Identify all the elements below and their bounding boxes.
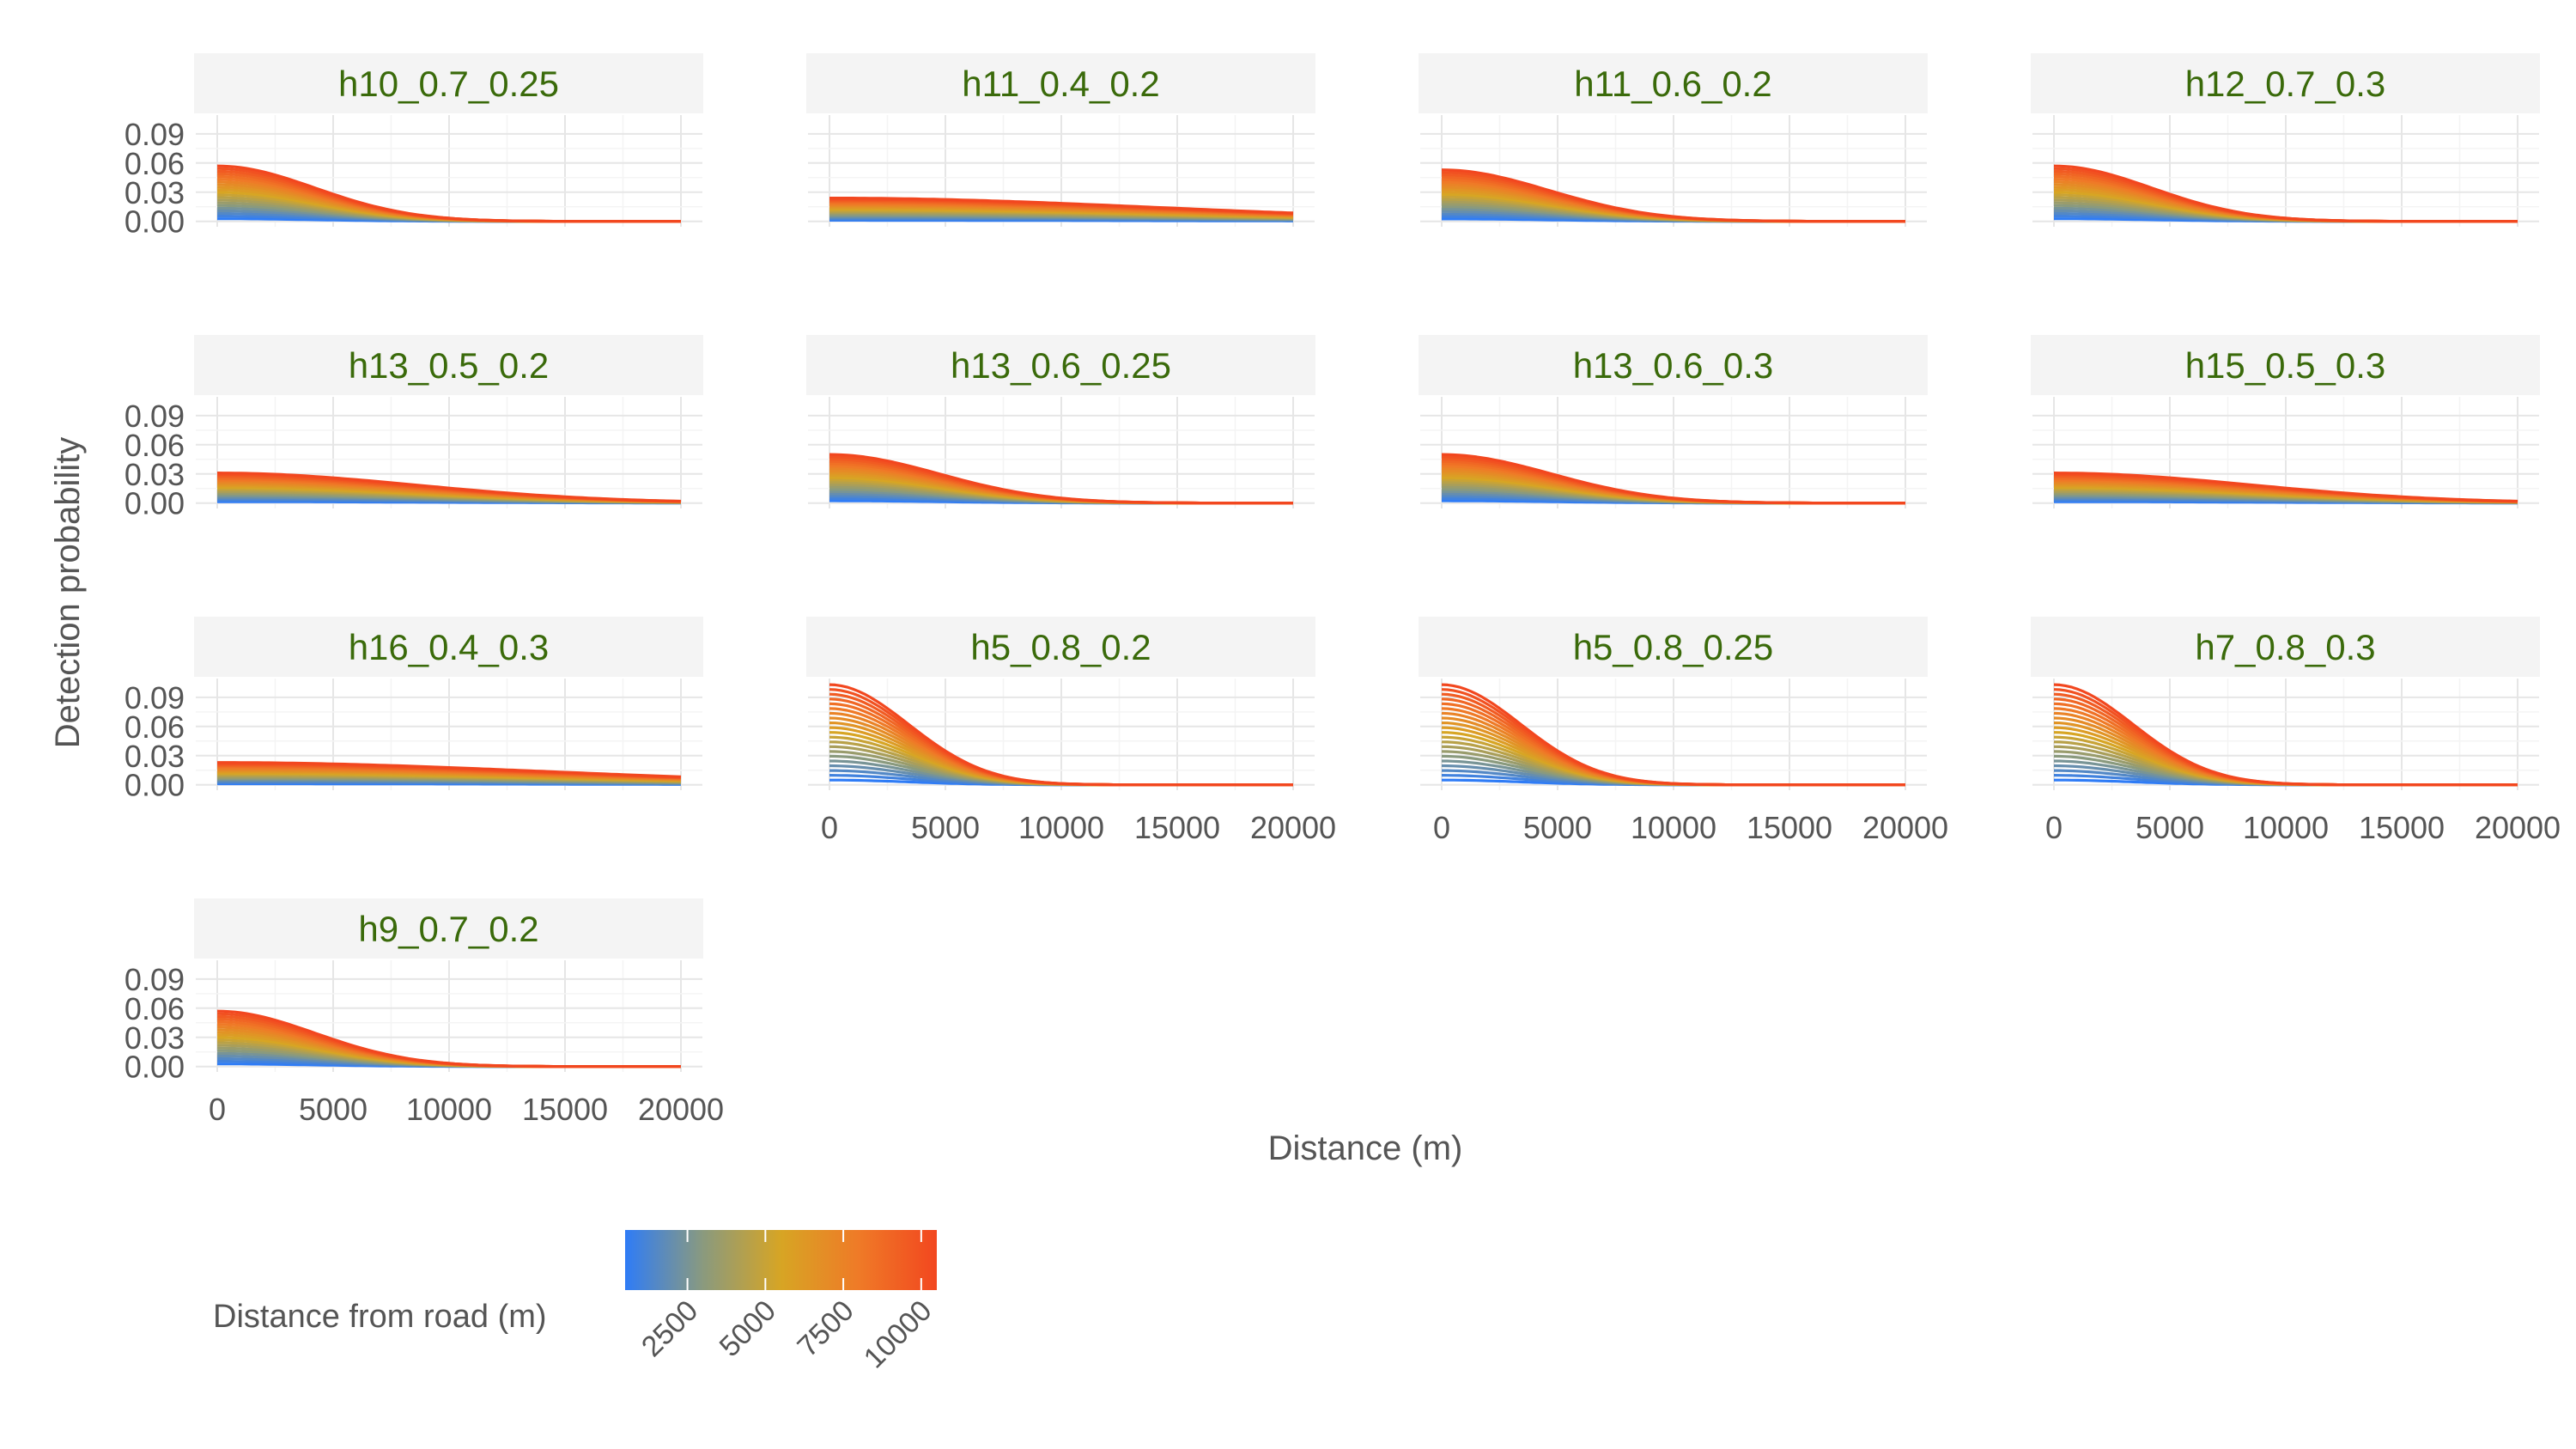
facet-strip [194,335,703,395]
x-tick-label: 5000 [911,810,980,845]
x-tick-label: 10000 [406,1092,492,1127]
series-line [1441,683,1905,787]
facet-panel: h15_0.5_0.3 [2031,335,2540,508]
facet-strip [806,617,1315,677]
series-line [2053,472,2518,503]
facet-title: h16_0.4_0.3 [349,627,550,667]
facet-title: h5_0.8_0.25 [1573,627,1774,667]
x-tick-label: 0 [2045,810,2063,845]
y-tick-label: 0.09 [125,117,185,152]
facet-title: h5_0.8_0.2 [970,627,1151,667]
facet-panel: h13_0.6_0.25 [806,335,1315,508]
facet-title: h9_0.7_0.2 [358,909,538,949]
facet-title: h13_0.6_0.3 [1573,345,1774,386]
series-line [217,761,682,778]
x-tick-label: 20000 [1250,810,1336,845]
y-axis-title: Detection probability [49,437,87,748]
facet-strip [194,898,703,959]
x-tick-label: 20000 [638,1092,724,1127]
facet-strip [194,53,703,113]
x-tick-label: 20000 [1862,810,1948,845]
y-tick-label: 0.00 [125,204,185,240]
facet-strip [806,335,1315,395]
x-tick-label: 5000 [2136,810,2204,845]
series-line [2053,683,2518,787]
legend-tick-label: 5000 [714,1294,782,1363]
facet-panel: h5_0.8_0.2 0 5000 10000 15000 20000 [806,617,1336,845]
facet-panel: h9_0.7_0.2 0.000.030.060.09 0 5000 10000 1500… [125,898,724,1127]
x-tick-label: 0 [1433,810,1450,845]
x-tick-label: 5000 [299,1092,368,1127]
facet-strip [1419,617,1928,677]
facet-strip [2031,53,2540,113]
series-line [829,683,1293,787]
facet-strip [2031,617,2540,677]
y-tick-label: 0.09 [125,680,185,715]
legend-tick-label: 2500 [635,1294,704,1363]
facet-panel: h11_0.6_0.2 [1419,53,1928,227]
facet-strip [2031,335,2540,395]
facet-title: h10_0.7_0.25 [338,64,559,104]
facet-panel: h11_0.4_0.2 [806,53,1315,227]
facet-panel: h5_0.8_0.25 0 5000 10000 15000 20000 [1419,617,1948,845]
y-tick-label: 0.03 [125,457,185,492]
x-tick-label: 15000 [1134,810,1220,845]
series-line [829,453,1293,505]
facet-title: h7_0.8_0.3 [2195,627,2375,667]
x-tick-label: 0 [209,1092,226,1127]
y-tick-label: 0.06 [125,428,185,463]
series-line [1441,453,1905,505]
legend-colorbar [625,1230,937,1290]
facet-title: h13_0.5_0.2 [349,345,550,386]
facet-panel: h10_0.7_0.25 0.000.030.060.09 [125,53,703,240]
y-tick-label: 0.06 [125,146,185,181]
y-tick-label: 0.06 [125,991,185,1026]
series-line [829,197,1294,215]
series-line [216,472,682,503]
legend-tick-label: 10000 [858,1294,939,1375]
series-line [1441,168,1905,223]
y-tick-label: 0.03 [125,1020,185,1056]
x-tick-label: 15000 [522,1092,608,1127]
y-tick-label: 0.09 [125,399,185,434]
facet-panel: h13_0.5_0.2 0.000.030.060.09 [125,335,703,521]
series-line [2053,164,2518,223]
y-tick-label: 0.03 [125,175,185,210]
facet-strip [1419,335,1928,395]
legend-tick-label: 7500 [791,1294,860,1363]
facet-title: h12_0.7_0.3 [2185,64,2386,104]
x-tick-label: 15000 [2359,810,2445,845]
x-tick-label: 10000 [1631,810,1716,845]
y-tick-label: 0.09 [125,962,185,997]
facet-title: h13_0.6_0.25 [951,345,1171,386]
facet-panel: h16_0.4_0.3 0.000.030.060.09 [125,617,703,803]
y-tick-label: 0.06 [125,709,185,745]
facet-panel: h7_0.8_0.3 0 5000 10000 15000 20000 [2031,617,2561,845]
x-axis-title: Distance (m) [1268,1129,1463,1167]
y-tick-label: 0.03 [125,739,185,774]
y-tick-label: 0.00 [125,1050,185,1085]
x-tick-label: 20000 [2475,810,2561,845]
y-tick-label: 0.00 [125,768,185,803]
facet-panel: h13_0.6_0.3 [1419,335,1928,508]
facet-panel: h12_0.7_0.3 [2031,53,2540,227]
facet-title: h15_0.5_0.3 [2185,345,2386,386]
legend-title: Distance from road (m) [213,1299,547,1335]
series-line [216,164,681,223]
facet-strip [1419,53,1928,113]
facet-title: h11_0.4_0.2 [962,64,1159,104]
x-tick-label: 15000 [1747,810,1832,845]
x-tick-label: 0 [821,810,838,845]
x-tick-label: 10000 [1018,810,1104,845]
facet-strip [806,53,1315,113]
facet-strip [194,617,703,677]
facet-title: h11_0.6_0.2 [1574,64,1771,104]
x-tick-label: 5000 [1523,810,1592,845]
series-line [216,1009,681,1068]
x-tick-label: 10000 [2243,810,2329,845]
y-tick-label: 0.00 [125,486,185,521]
